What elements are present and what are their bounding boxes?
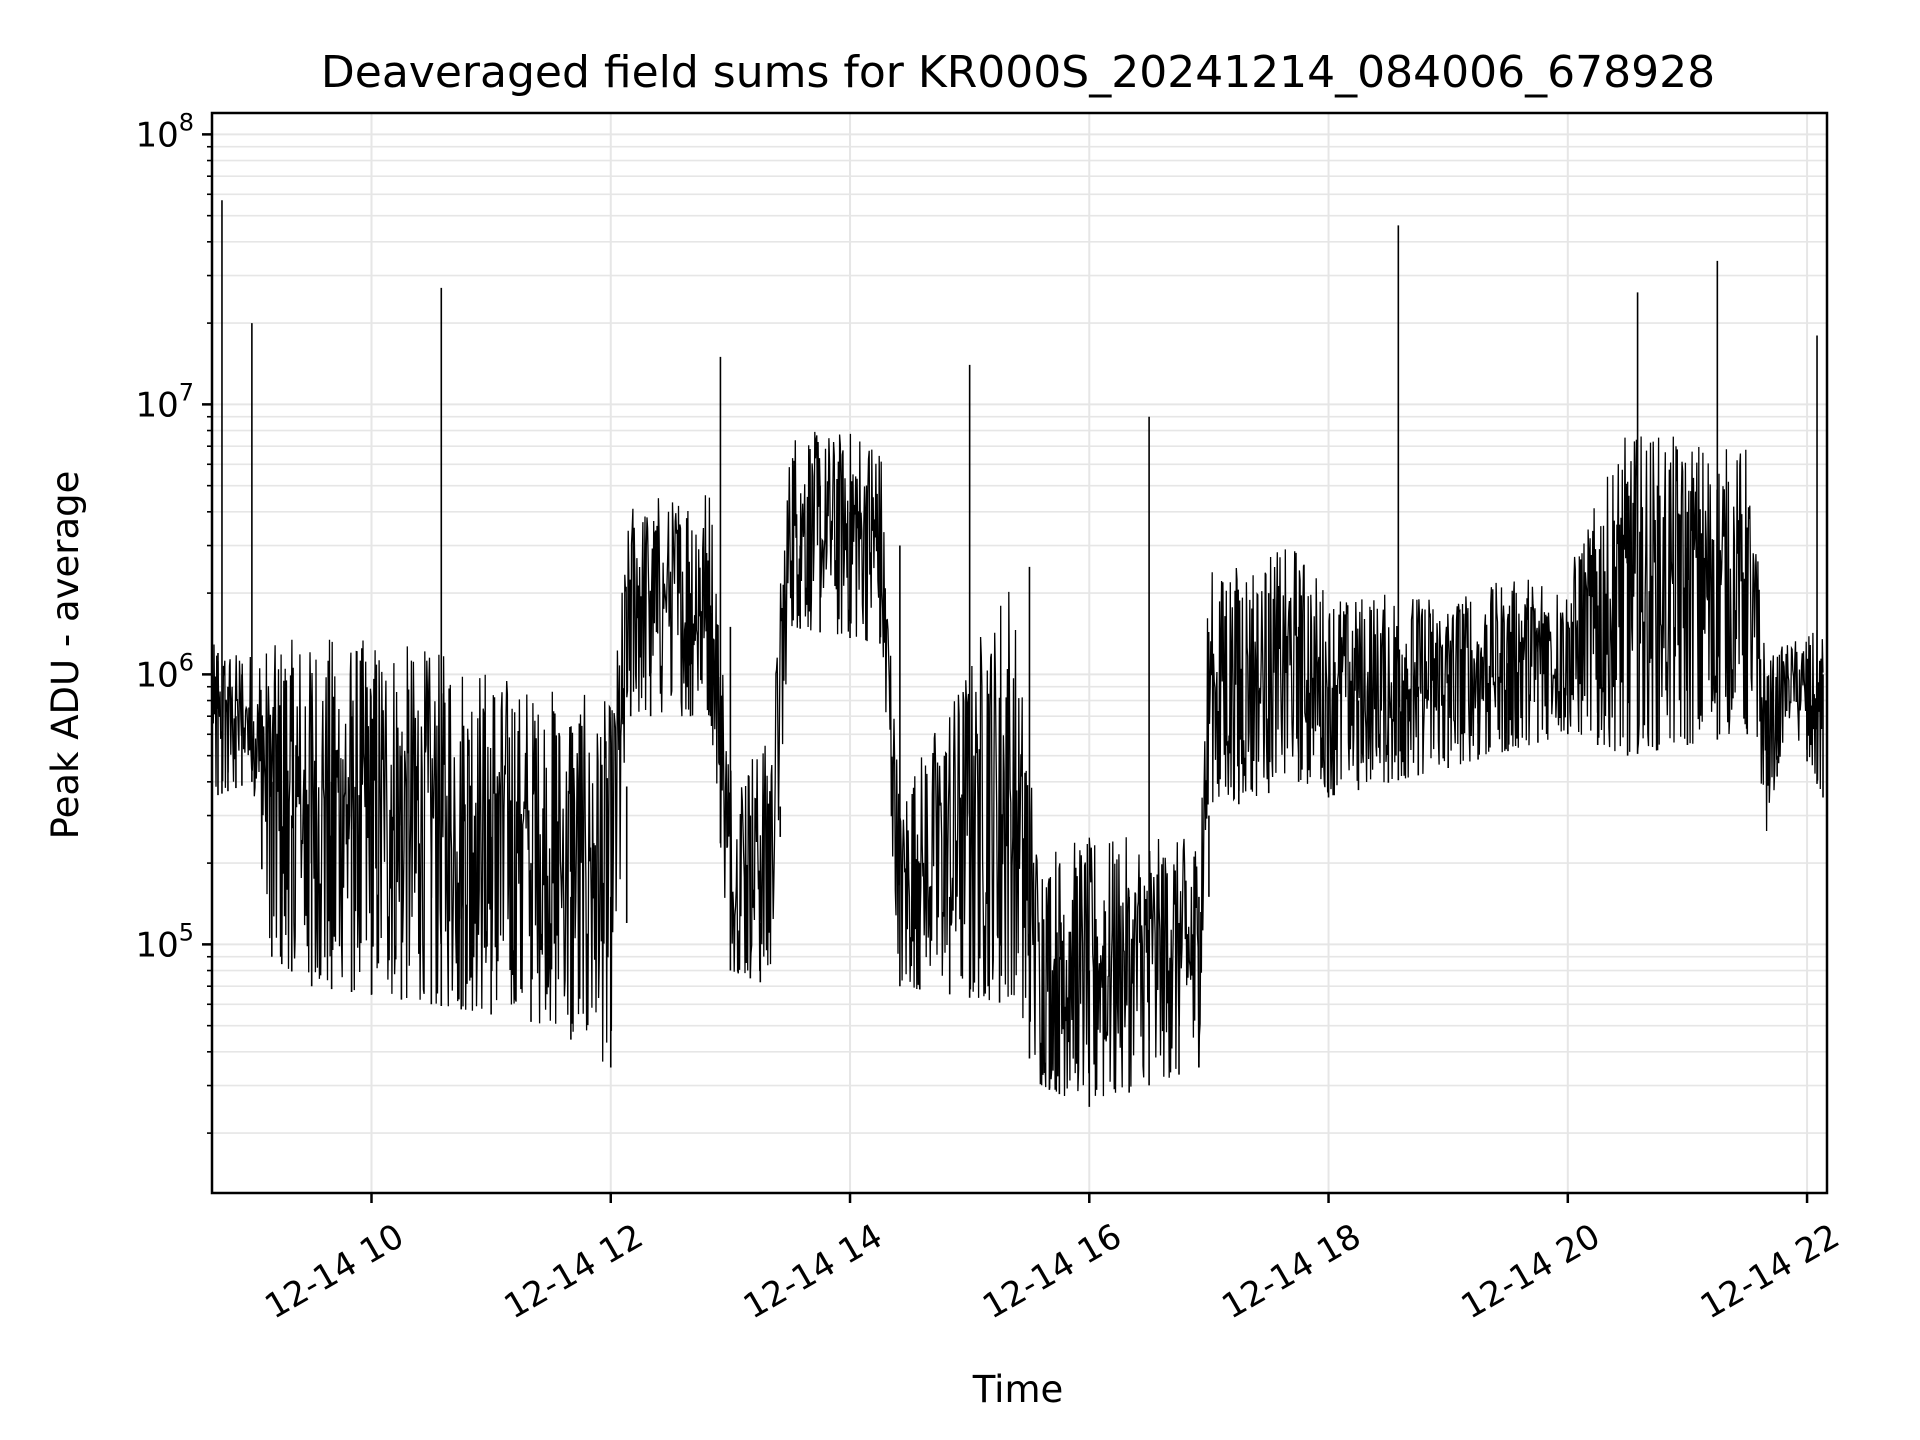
chart-title: Deaveraged field sums for KR000S_2024121… — [321, 47, 1715, 98]
y-tick-label: 108 — [135, 108, 194, 155]
plot-area — [211, 200, 1824, 1107]
x-axis-label: Time — [972, 1368, 1064, 1411]
y-tick-label: 107 — [135, 378, 194, 425]
y-tick-label: 106 — [135, 648, 194, 695]
y-axis: 105 106 107 108 — [135, 108, 212, 1134]
y-tick-label: 105 — [135, 918, 194, 965]
plot-frame — [210, 111, 1829, 1195]
y-axis-label: Peak ADU - average — [44, 471, 87, 840]
series-line-band — [211, 431, 1824, 1097]
